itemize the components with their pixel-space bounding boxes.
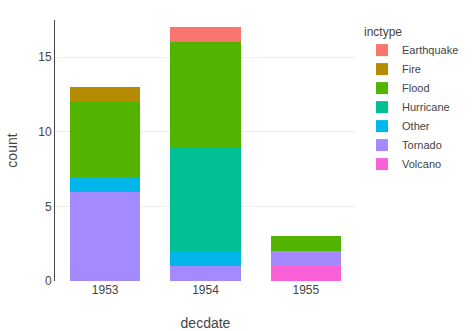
svg-text:inctype: inctype bbox=[364, 25, 402, 39]
svg-text:5: 5 bbox=[45, 200, 52, 214]
svg-text:Volcano: Volcano bbox=[402, 158, 441, 170]
svg-text:Flood: Flood bbox=[402, 82, 430, 94]
svg-text:Earthquake: Earthquake bbox=[402, 44, 458, 56]
svg-text:Other: Other bbox=[402, 120, 430, 132]
svg-text:0: 0 bbox=[45, 274, 52, 288]
svg-text:Hurricane: Hurricane bbox=[402, 101, 450, 113]
svg-text:Fire: Fire bbox=[402, 63, 421, 75]
svg-text:count: count bbox=[4, 133, 20, 167]
svg-text:15: 15 bbox=[38, 50, 52, 64]
svg-text:Tornado: Tornado bbox=[402, 139, 442, 151]
svg-text:decdate: decdate bbox=[181, 315, 231, 331]
svg-text:10: 10 bbox=[38, 125, 52, 139]
svg-text:1953: 1953 bbox=[92, 283, 119, 297]
svg-text:1955: 1955 bbox=[292, 283, 319, 297]
svg-text:1954: 1954 bbox=[192, 283, 219, 297]
